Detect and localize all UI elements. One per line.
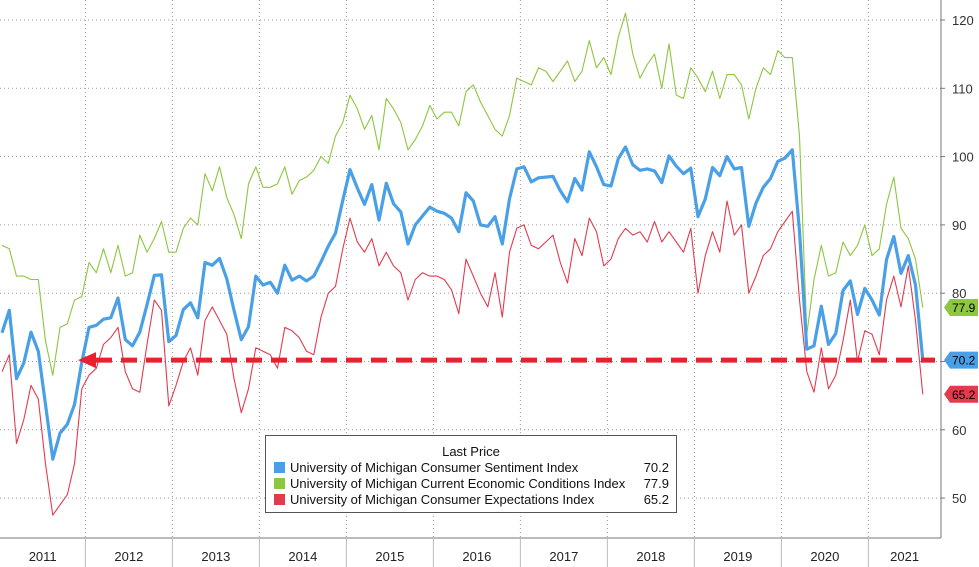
legend-label-consumer-expectations: University of Michigan Consumer Expectat… [290,492,595,507]
reference-arrowhead [78,352,96,369]
year-label-2021: 2021 [890,549,919,564]
last-value-label-current-conditions: 77.9 [952,301,976,315]
legend-value-consumer-sentiment: 70.2 [643,460,669,475]
series-line-consumer-sentiment [0,145,925,461]
series-layer [0,12,925,516]
last-value-label-consumer-expectations: 65.2 [952,388,976,402]
legend-label-current-conditions: University of Michigan Current Economic … [290,476,626,491]
y-tick-label-60: 60 [952,423,966,438]
year-label-2016: 2016 [462,549,491,564]
last-value-tag-consumer-expectations [944,385,978,403]
y-tick-label-120: 120 [952,13,974,28]
y-tick-label-110: 110 [952,81,973,96]
year-label-2017: 2017 [549,549,578,564]
last-value-tag-current-conditions [944,299,978,317]
series-line-current-conditions [1,12,924,376]
legend-title: Last Price [442,444,500,459]
legend-swatch-consumer-expectations [274,494,285,505]
y-tick-label-90: 90 [952,218,966,233]
legend-value-consumer-expectations: 65.2 [643,492,669,507]
series-line-consumer-expectations [1,200,924,516]
year-label-2012: 2012 [114,549,143,564]
y-axis-tick-labels: 5060708090100110120 [941,13,974,506]
legend-value-current-conditions: 77.9 [643,476,669,491]
legend-item-current-conditions: University of Michigan Current Economic … [266,476,676,492]
year-label-2015: 2015 [375,549,404,564]
last-value-tags: 70.2 77.9 65.2 [944,299,978,403]
year-label-2020: 2020 [810,549,839,564]
legend-swatch-current-conditions [274,478,285,489]
legend-label-consumer-sentiment: University of Michigan Consumer Sentimen… [290,460,579,475]
year-label-2013: 2013 [201,549,230,564]
legend-swatch-consumer-sentiment [274,462,285,473]
legend-item-consumer-expectations: University of Michigan Consumer Expectat… [266,492,676,508]
last-value-label-consumer-sentiment: 70.2 [952,354,976,368]
x-axis-year-labels: 2011 2012 2013 2014 2015 2016 2017 2018 2019 2020… [29,538,919,567]
reference-line-layer [78,352,935,369]
last-value-tag-consumer-sentiment [944,351,978,369]
year-label-2018: 2018 [636,549,665,564]
legend-item-consumer-sentiment: University of Michigan Consumer Sentimen… [266,460,676,476]
legend: Last Price University of Michigan Consum… [265,435,677,513]
year-label-2014: 2014 [288,549,317,564]
y-tick-label-100: 100 [952,150,974,165]
year-label-2019: 2019 [723,549,752,564]
year-label-2011: 2011 [29,549,57,564]
y-tick-label-50: 50 [952,491,966,506]
y-tick-label-80: 80 [952,286,966,301]
